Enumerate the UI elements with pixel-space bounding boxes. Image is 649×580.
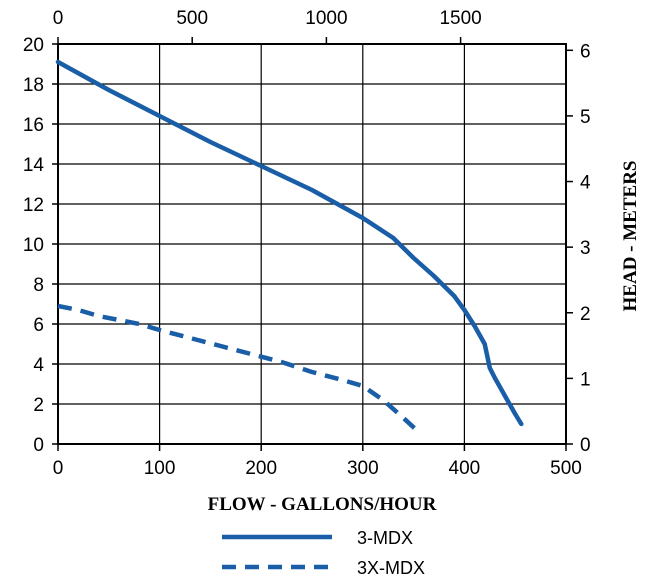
top-axis-ticks: 0 500 1000 1500: [53, 8, 482, 44]
x-tick-label: 400: [449, 458, 481, 479]
top-tick-label: 1500: [439, 8, 481, 29]
right-tick-label: 5: [580, 107, 591, 128]
right-tick-label: 3: [580, 238, 591, 259]
y-tick-label: 20: [23, 35, 44, 56]
legend: 3-MDX 3X-MDX: [222, 528, 425, 578]
series-line-3x-mdx: [57, 303, 421, 434]
x-tick-label: 0: [53, 458, 64, 479]
x-tick-label: 300: [347, 458, 379, 479]
y-tick-label: 4: [33, 355, 44, 376]
right-tick-label: 6: [580, 41, 591, 62]
y-tick-label: 16: [23, 115, 44, 136]
bottom-axis-ticks: 0 100 200 300 400 500: [53, 444, 582, 479]
right-tick-label: 1: [580, 369, 591, 390]
right-tick-label: 0: [580, 435, 591, 456]
y-tick-label: 18: [23, 75, 44, 96]
series-line-3-mdx: [55, 59, 524, 427]
top-tick-label: 0: [53, 8, 64, 29]
left-axis-ticks: 0 2 4 6 8 10 12 14 16 18 20: [23, 35, 58, 456]
legend-label-3x-mdx: 3X-MDX: [357, 558, 425, 578]
y-tick-label: 14: [23, 155, 45, 176]
top-tick-label: 1000: [305, 8, 347, 29]
x-tick-label: 500: [550, 458, 582, 479]
top-tick-label: 500: [176, 8, 208, 29]
y-tick-label: 6: [33, 315, 44, 336]
series-layer: [55, 59, 524, 434]
right-tick-label: 4: [580, 173, 591, 194]
right-tick-label: 2: [580, 304, 591, 325]
y-tick-label: 8: [33, 275, 44, 296]
right-axis-ticks: 0 1 2 3 4 5 6: [566, 41, 591, 456]
x-tick-label: 200: [245, 458, 277, 479]
y-tick-label: 2: [33, 395, 44, 416]
x-axis-title: FLOW - GALLONS/HOUR: [208, 494, 437, 515]
y-tick-label: 10: [23, 235, 44, 256]
y-tick-label: 12: [23, 195, 44, 216]
legend-label-3-mdx: 3-MDX: [357, 528, 413, 548]
x-tick-label: 100: [144, 458, 176, 479]
right-axis-title: HEAD - METERS: [620, 161, 641, 312]
y-tick-label: 0: [33, 435, 44, 456]
